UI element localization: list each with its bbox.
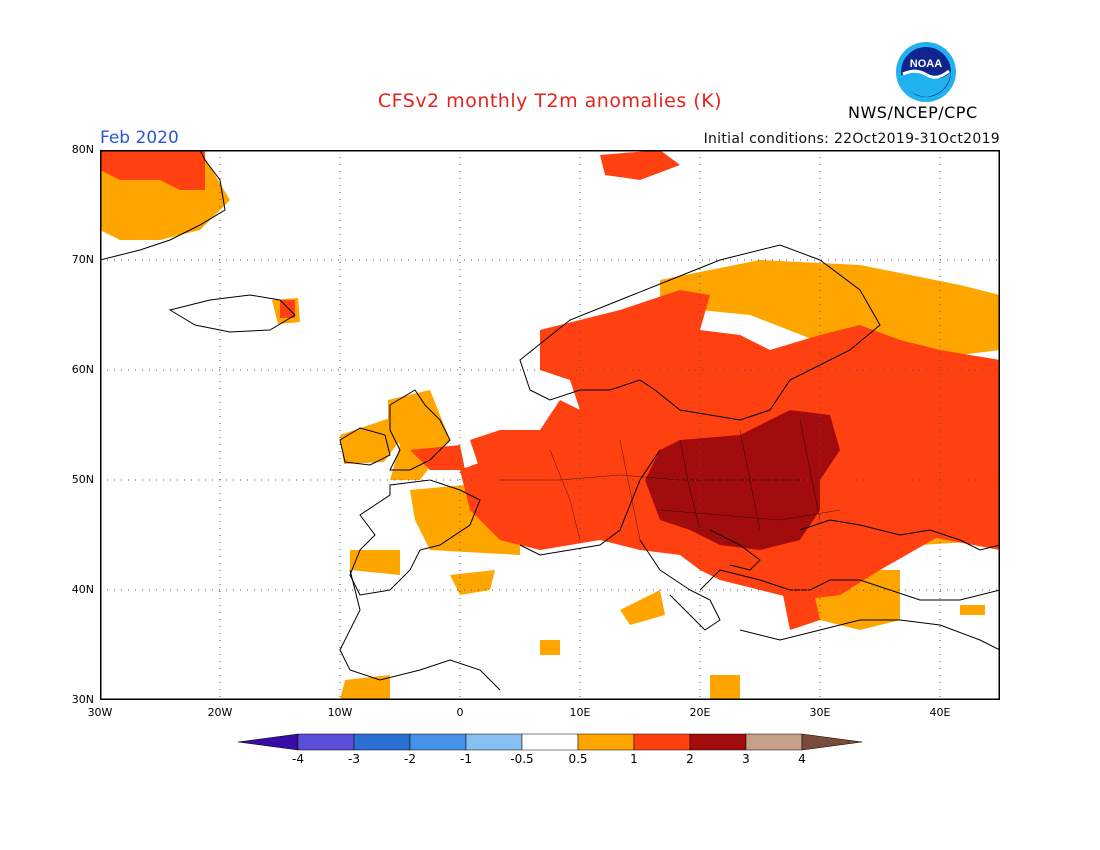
- colorbar-bin-1-2: [633, 733, 691, 751]
- forecast-month: Feb 2020: [100, 128, 179, 148]
- initial-conditions: Initial conditions: 22Oct2019-31Oct2019: [703, 131, 1000, 147]
- coastlines: [100, 150, 1000, 691]
- colorbar-bin-2-3: [689, 733, 747, 751]
- colorbar-bin-gt-4: [801, 733, 862, 751]
- colorbar-label-4: 4: [798, 752, 806, 766]
- colorbar-label-0p5: 0.5: [568, 752, 588, 766]
- lon-label-40e: 40E: [929, 706, 951, 719]
- lon-label-20e: 20E: [689, 706, 711, 719]
- colorbar-bin-3-4: [745, 733, 803, 751]
- lon-label-10w: 10W: [327, 706, 353, 719]
- lon-label-0: 0: [456, 706, 464, 719]
- colorbar-bin-minus4-minus3: [297, 733, 355, 751]
- colorbar-bin-minus2-minus1: [409, 733, 467, 751]
- map-title: CFSv2 monthly T2m anomalies (K): [377, 90, 723, 112]
- colorbar-label-minus2: -2: [404, 752, 416, 766]
- lon-label-10e: 10E: [569, 706, 591, 719]
- anomaly-map: [100, 150, 1000, 700]
- graticule: [100, 150, 1000, 700]
- colorbar-label-minus1: -1: [460, 752, 472, 766]
- colorbar-label-1: 1: [630, 752, 638, 766]
- colorbar-label-2: 2: [686, 752, 694, 766]
- lon-label-30w: 30W: [87, 706, 113, 719]
- noaa-logo: NOAA: [896, 42, 956, 102]
- colorbar-bin-minus1-minus0p5: [465, 733, 523, 751]
- lat-label-50n: 50N: [71, 473, 94, 486]
- lat-label-30n: 30N: [71, 693, 94, 706]
- lon-label-30e: 30E: [809, 706, 831, 719]
- lat-label-70n: 70N: [71, 253, 94, 266]
- colorbar-label-minus0p5: -0.5: [510, 752, 534, 766]
- lat-label-40n: 40N: [71, 583, 94, 596]
- agency-label: NWS/NCEP/CPC: [848, 103, 978, 122]
- map-frame: [100, 150, 1000, 700]
- borders: [500, 419, 841, 541]
- colorbar-label-minus3: -3: [348, 752, 360, 766]
- lat-label-80n: 80N: [71, 143, 94, 156]
- colorbar-bin-neutral: [521, 733, 579, 751]
- colorbar-bin-0p5-1: [577, 733, 635, 751]
- noaa-logo-text: NOAA: [910, 58, 942, 70]
- colorbar: [238, 733, 862, 751]
- colorbar-label-3: 3: [742, 752, 750, 766]
- lat-label-60n: 60N: [71, 363, 94, 376]
- colorbar-label-minus4: -4: [292, 752, 304, 766]
- colorbar-bin-minus3-minus2: [353, 733, 411, 751]
- lon-label-20w: 20W: [207, 706, 233, 719]
- colorbar-bin-lt-minus4: [238, 733, 299, 751]
